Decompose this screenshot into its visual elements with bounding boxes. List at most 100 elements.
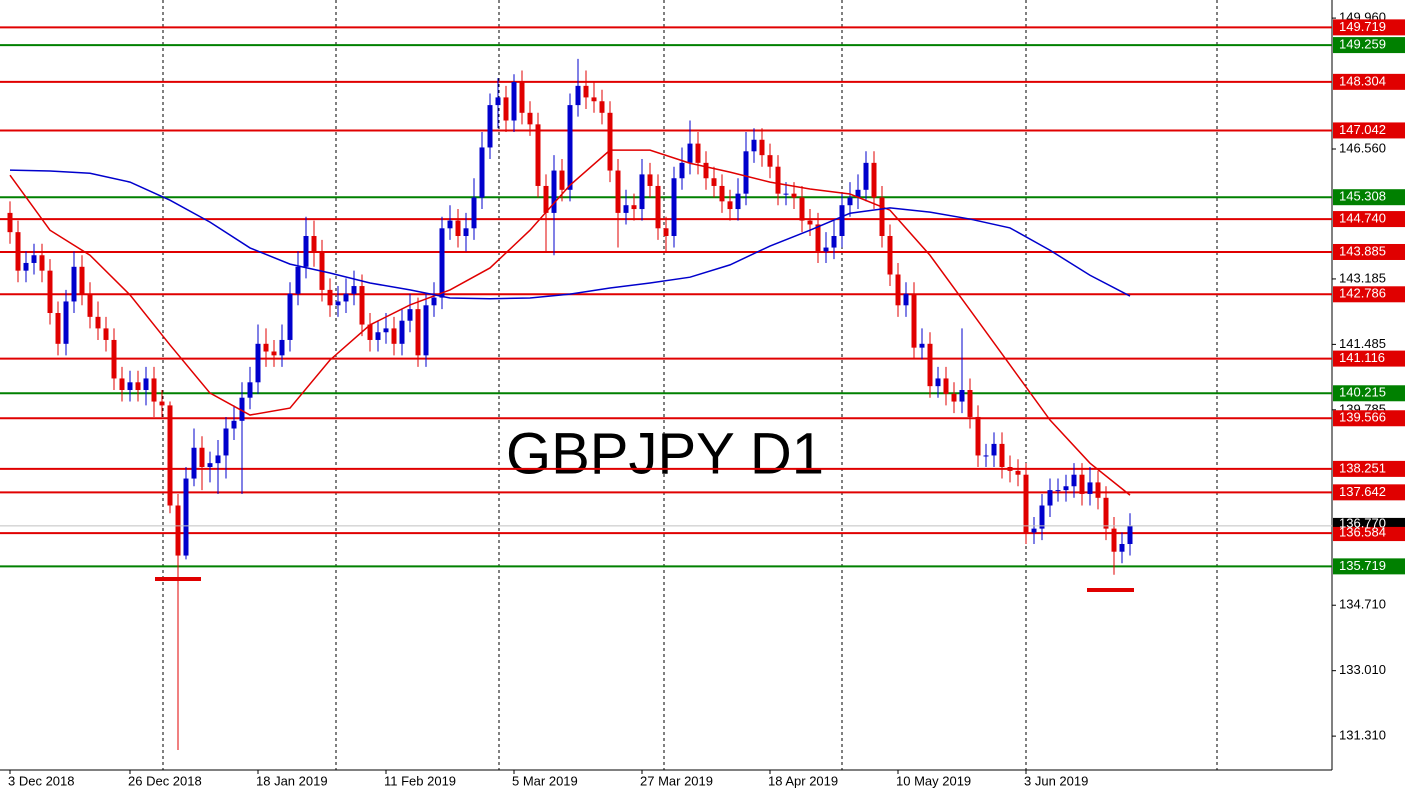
x-tick-label: 18 Apr 2019	[768, 773, 838, 788]
candle-body	[207, 463, 213, 468]
candle-body	[775, 166, 781, 194]
candle-body	[239, 397, 245, 421]
candle-body	[1015, 470, 1021, 475]
y-tick-label: 133.010	[1339, 662, 1386, 677]
level-label: 143.885	[1339, 243, 1386, 258]
candle-body	[199, 447, 205, 468]
level-label-box	[1333, 211, 1405, 228]
x-tick-label: 10 May 2019	[896, 773, 971, 788]
candle-body	[311, 236, 317, 252]
candle-body	[343, 293, 349, 302]
candle-body	[647, 174, 653, 186]
candle-body	[1119, 544, 1125, 552]
moving-average	[9, 169, 1131, 300]
candle-body	[39, 255, 45, 271]
candle-body	[1031, 528, 1037, 533]
candle-body	[783, 193, 789, 195]
level-label-box	[1333, 460, 1405, 477]
candle-body	[599, 101, 605, 113]
level-label-box	[1333, 286, 1405, 303]
level-label-box	[1333, 37, 1405, 54]
candle-body	[727, 201, 733, 210]
level-label: 149.259	[1339, 37, 1386, 52]
candle-body	[703, 162, 709, 179]
candle-body	[591, 97, 597, 102]
level-label: 135.719	[1339, 558, 1386, 573]
candle-body	[575, 85, 581, 106]
candle-body	[879, 197, 885, 237]
level-label: 147.042	[1339, 122, 1386, 137]
candle-body	[671, 178, 677, 237]
candle-body	[127, 382, 133, 391]
candle-body	[431, 297, 437, 306]
level-label: 145.308	[1339, 189, 1386, 204]
candle-body	[143, 378, 149, 391]
candle-body	[191, 447, 197, 479]
level-label-box	[1333, 525, 1405, 542]
candle-body	[111, 339, 117, 379]
candle-body	[135, 382, 141, 391]
level-label: 136.584	[1339, 525, 1386, 540]
moving-average	[9, 149, 1131, 496]
y-tick-label: 141.485	[1339, 336, 1386, 351]
candle-body	[1111, 528, 1117, 552]
candle-body	[479, 147, 485, 198]
current-price-label: 136.770	[1339, 515, 1386, 530]
candle-body	[735, 193, 741, 210]
candle-body	[471, 197, 477, 229]
x-tick-label: 5 Mar 2019	[512, 773, 578, 788]
candle-body	[743, 151, 749, 194]
candle-body	[1095, 482, 1101, 498]
candle-body	[839, 205, 845, 237]
level-label: 142.786	[1339, 286, 1386, 301]
candle-body	[255, 343, 261, 383]
candle-body	[855, 189, 861, 198]
level-label-box	[1333, 189, 1405, 206]
candle-body	[639, 174, 645, 210]
candle-body	[303, 236, 309, 267]
candle-body	[63, 301, 69, 344]
level-label-box	[1333, 410, 1405, 427]
candle-body	[415, 309, 421, 356]
candle-body	[951, 393, 957, 402]
candle-body	[391, 328, 397, 344]
level-label: 137.642	[1339, 484, 1386, 499]
candle-body	[463, 228, 469, 237]
candle-body	[623, 205, 629, 213]
x-tick-label: 11 Feb 2019	[384, 773, 456, 788]
level-label-box	[1333, 350, 1405, 367]
candle-body	[967, 390, 973, 417]
candle-body	[1007, 467, 1013, 471]
level-label-box	[1333, 122, 1405, 139]
candle-body	[1127, 525, 1133, 545]
candle-body	[47, 270, 53, 314]
candle-body	[719, 185, 725, 202]
candle-body	[351, 286, 357, 294]
candle-body	[167, 405, 173, 506]
candle-body	[495, 97, 501, 106]
y-tick-label: 131.310	[1339, 728, 1386, 743]
candle-body	[687, 143, 693, 163]
candle-body	[927, 343, 933, 387]
candle-body	[943, 378, 949, 394]
candle-body	[1103, 497, 1109, 529]
level-label-box	[1333, 73, 1405, 90]
candle-body	[631, 205, 637, 210]
candle-body	[535, 124, 541, 186]
level-label: 149.719	[1339, 19, 1386, 34]
candle-body	[903, 293, 909, 306]
level-label-box	[1333, 385, 1405, 402]
candle-body	[383, 328, 389, 333]
candle-body	[823, 247, 829, 252]
candle-body	[1023, 474, 1029, 533]
level-label: 144.740	[1339, 211, 1386, 226]
x-tick-label: 3 Jun 2019	[1024, 773, 1088, 788]
candle-body	[519, 82, 525, 113]
candle-body	[815, 224, 821, 252]
candle-body	[327, 289, 333, 306]
candle-body	[1071, 474, 1077, 487]
candle-body	[263, 343, 269, 352]
level-label-box	[1333, 558, 1405, 575]
